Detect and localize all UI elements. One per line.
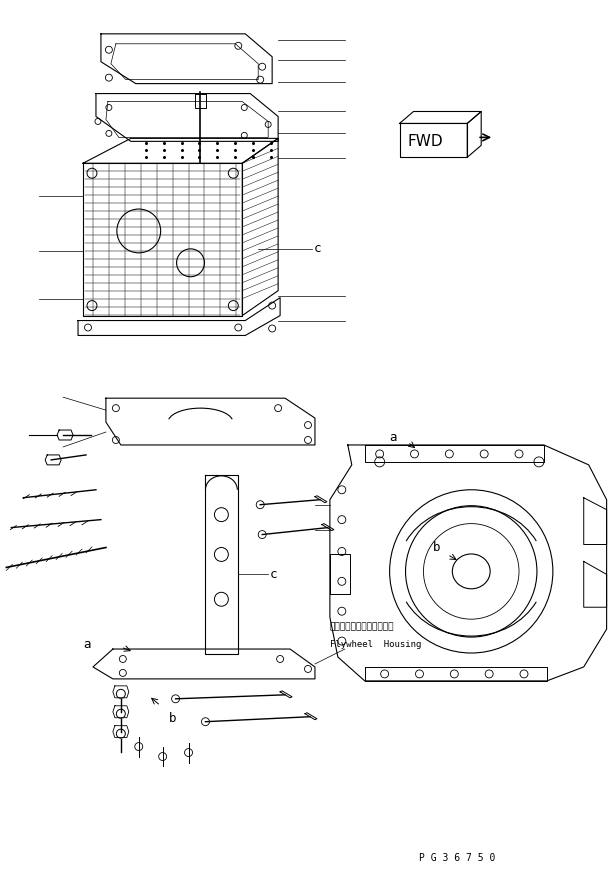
Text: フライホイールハウジング: フライホイールハウジング [330,623,395,632]
Text: a: a [390,431,397,444]
Text: c: c [270,568,278,581]
Text: Flywheel  Housing: Flywheel Housing [330,640,422,648]
Text: FWD: FWD [407,134,443,149]
Text: a: a [83,638,90,650]
Text: c: c [314,242,321,256]
Text: b: b [168,712,176,725]
Text: P G 3 6 7 5 0: P G 3 6 7 5 0 [420,853,496,863]
Text: b: b [432,541,440,554]
